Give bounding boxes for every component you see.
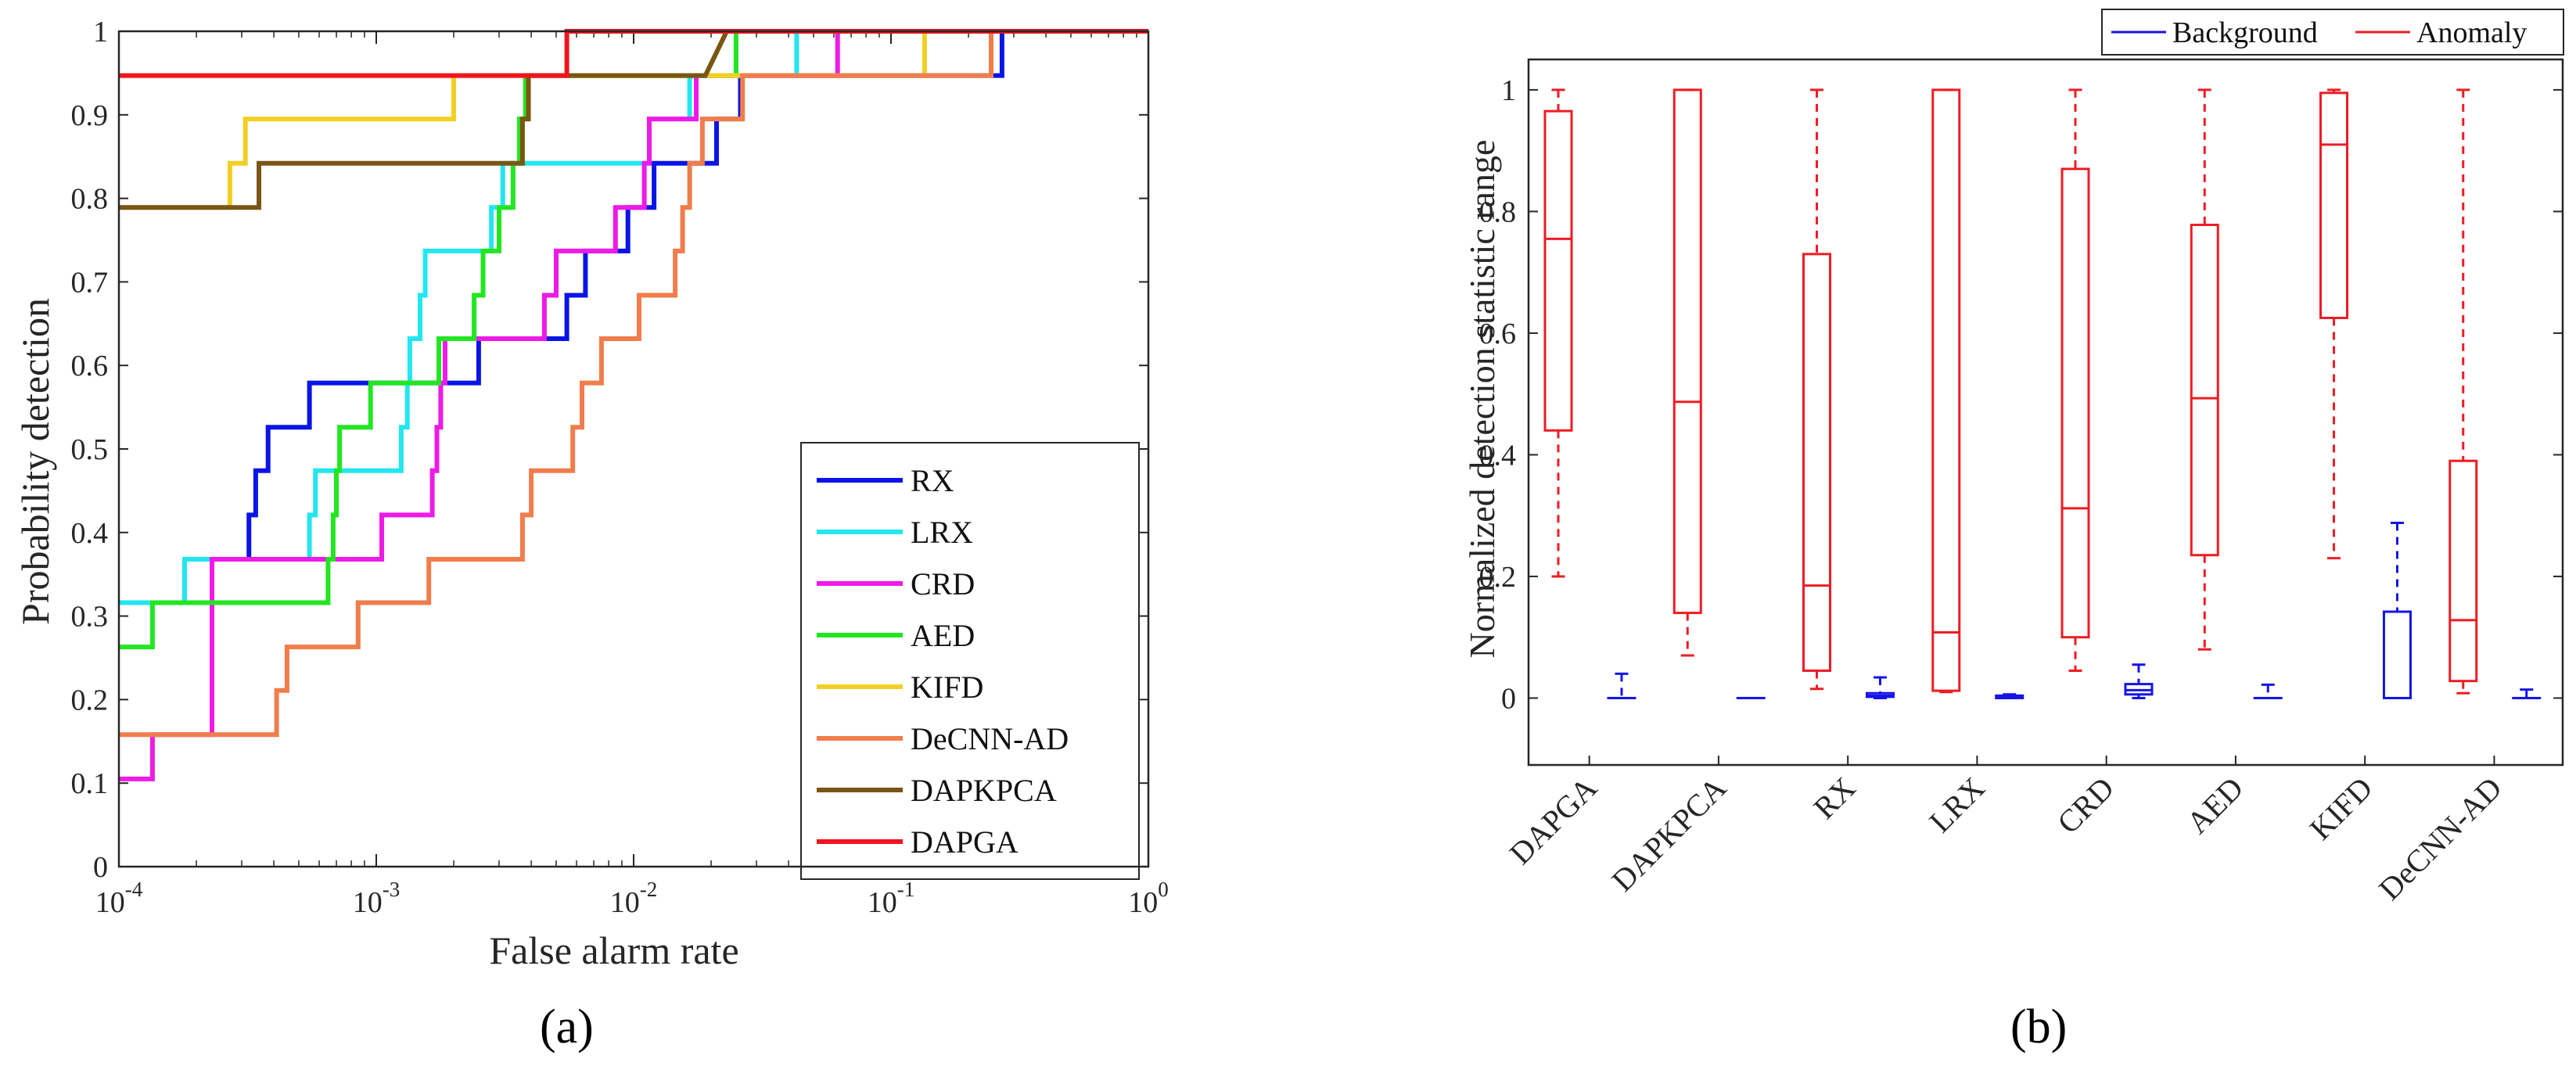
anomaly-box-lrx-box xyxy=(1931,88,1961,692)
y-tick-label: 0.5 xyxy=(71,433,109,466)
roc-legend-label: RX xyxy=(911,463,954,498)
roc-line-dapkpca xyxy=(119,29,1148,210)
y-tick-label: 0.6 xyxy=(71,350,109,382)
y-tick-label: 0.3 xyxy=(71,601,109,634)
anomaly-box-crd xyxy=(2060,88,2090,672)
x-tick-label-dapkpca: DAPKPCA xyxy=(1604,770,1733,898)
anomaly-box-dapkpca-box xyxy=(1672,88,1702,615)
roc-x-axis-label: False alarm rate xyxy=(489,928,738,972)
y-tick-label: 0.1 xyxy=(71,767,109,800)
background-box-aed xyxy=(2253,683,2283,699)
boxplot-frame xyxy=(1527,58,2564,767)
x-tick-label: 100 xyxy=(1128,878,1169,919)
x-tick-label-aed: AED xyxy=(2179,770,2250,841)
roc-chart: RX LRX CRD AED KIFD DeCNN-AD DAPKPCA DAPGA 0 0.1… xyxy=(13,16,1169,972)
roc-legend-box xyxy=(800,442,1140,880)
roc-legend-label: DAPGA xyxy=(911,824,1019,860)
anomaly-box-dapkpca xyxy=(1672,88,1702,657)
roc-line-decnn-ad xyxy=(119,29,1148,738)
boxplot-legend: Background Anomaly xyxy=(2101,9,2564,56)
y-tick-label: 0.4 xyxy=(1479,439,1517,472)
anomaly-box-dapga-box xyxy=(1543,110,1573,432)
y-tick-label: 0.4 xyxy=(71,517,109,550)
boxplot-legend-box xyxy=(2101,9,2564,56)
anomaly-box-rx xyxy=(1802,88,1832,691)
y-tick-label: 0 xyxy=(1501,682,1516,715)
boxplot-chart: 0 0.2 0.4 0.6 0.8 1 DAPGA DAPKPCA RX LRX CRD AED KIF… xyxy=(1462,9,2564,907)
boxplot-axes xyxy=(1527,58,2564,767)
roc-tick-labels: 0 0.1 0.2 0.3 0.4 0.5 0.6 0.7 0.8 0.9 1 10-4 10-3 10-… xyxy=(71,16,1169,919)
background-box-decnn-ad xyxy=(2512,688,2542,699)
x-tick-label-lrx: LRX xyxy=(1922,770,1991,838)
panel-label-b: (b) xyxy=(2010,1000,2068,1054)
roc-line-kifd xyxy=(119,29,1148,210)
y-tick-label: 0.6 xyxy=(1479,318,1517,350)
anomaly-box-decnn-ad xyxy=(2448,88,2478,695)
x-tick-label-decnn-ad: DeCNN-AD xyxy=(2372,770,2509,907)
roc-line-crd xyxy=(119,29,1148,781)
roc-legend-label: DAPKPCA xyxy=(911,773,1057,808)
x-tick-label-crd: CRD xyxy=(2050,770,2121,841)
roc-series-group xyxy=(119,29,1148,781)
x-tick-label: 10-3 xyxy=(353,878,401,919)
background-box-crd xyxy=(2124,663,2154,699)
anomaly-box-aed xyxy=(2190,88,2219,651)
x-tick-label-dapga: DAPGA xyxy=(1503,770,1604,871)
roc-legend-label: DeCNN-AD xyxy=(911,721,1069,756)
anomaly-box-dapga xyxy=(1543,88,1573,578)
anomaly-box-lrx xyxy=(1931,88,1961,694)
roc-legend-label: LRX xyxy=(911,515,973,550)
roc-y-axis-label: Probability detection xyxy=(13,298,57,625)
panel-label-a: (a) xyxy=(540,1000,594,1054)
boxplot-legend-label: Anomaly xyxy=(2416,16,2527,49)
y-tick-label: 1 xyxy=(93,16,108,48)
anomaly-box-kifd-box xyxy=(2319,92,2349,319)
boxplot-boxes xyxy=(1543,88,2542,699)
y-tick-label: 0 xyxy=(93,851,108,884)
boxplot-legend-label: Background xyxy=(2172,16,2318,49)
roc-frame xyxy=(117,30,1150,868)
y-tick-label: 0.2 xyxy=(1479,561,1517,594)
y-tick-label: 0.9 xyxy=(71,99,109,132)
y-tick-label: 0.7 xyxy=(71,266,109,299)
x-tick-label-rx: RX xyxy=(1806,770,1862,825)
background-box-lrx xyxy=(1995,693,2025,699)
anomaly-box-aed-box xyxy=(2190,224,2219,557)
y-tick-label: 1 xyxy=(1501,74,1516,107)
y-tick-label: 0.8 xyxy=(1479,196,1517,228)
anomaly-box-kifd xyxy=(2319,88,2349,560)
x-tick-label: 10-2 xyxy=(610,878,658,919)
anomaly-box-rx-box xyxy=(1802,253,1832,672)
background-box-kifd xyxy=(2382,522,2412,699)
roc-legend-label: AED xyxy=(911,618,975,653)
boxplot-y-axis-label: Normalized detection statistic range xyxy=(1462,140,1502,659)
y-tick-label: 0.8 xyxy=(71,183,109,216)
background-box-rx xyxy=(1865,676,1895,699)
roc-legend: RX LRX CRD AED KIFD DeCNN-AD DAPKPCA DAPGA xyxy=(800,442,1140,880)
y-tick-label: 0.2 xyxy=(71,684,109,716)
background-box-dapga xyxy=(1607,672,1636,699)
roc-legend-label: CRD xyxy=(911,566,975,601)
x-tick-label: 10-4 xyxy=(95,878,143,919)
roc-legend-label: KIFD xyxy=(911,670,983,705)
x-tick-label-kifd: KIFD xyxy=(2303,770,2380,847)
x-tick-label: 10-1 xyxy=(868,878,915,919)
anomaly-box-decnn-ad-box xyxy=(2448,459,2478,683)
anomaly-box-crd-box xyxy=(2060,167,2090,639)
